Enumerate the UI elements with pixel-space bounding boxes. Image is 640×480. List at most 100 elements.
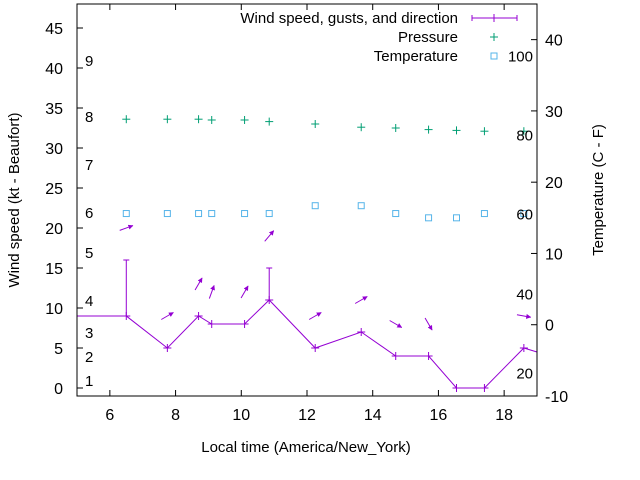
legend-marker: [490, 52, 498, 60]
x-tick-label: 10: [232, 407, 250, 424]
wind-direction-arrow: [308, 312, 322, 320]
y-tick-label: 0: [54, 381, 63, 398]
pressure-point: [194, 115, 203, 124]
temperature-point: [311, 202, 319, 210]
wind-direction-arrow: [264, 230, 275, 242]
fahrenheit-label: 80: [516, 127, 533, 144]
pressure-point: [452, 126, 461, 135]
pressure-point: [163, 115, 172, 124]
y-tick-label: 45: [45, 21, 63, 38]
y-tick-label: 15: [45, 261, 63, 278]
pressure-point: [311, 120, 320, 128]
fahrenheit-label: 20: [516, 365, 533, 382]
wind-direction-arrow: [354, 296, 368, 304]
wind-point: [452, 384, 461, 392]
wind-point: [207, 320, 216, 328]
wind-direction-arrow: [119, 224, 134, 231]
wind-point: [194, 312, 203, 320]
pressure-point: [519, 127, 528, 136]
pressure-point: [424, 125, 433, 134]
y2-tick-label: 30: [545, 104, 563, 121]
plot-frame: [76, 3, 538, 397]
beaufort-labels: 1 2 3 4 5 6 7 8 9: [85, 53, 93, 390]
legend-label: Pressure: [398, 29, 458, 46]
y-tick-label: 40: [45, 61, 63, 78]
axis-ticks: 6 8 10 12 14 16 18051015202530354045-100102030…: [45, 4, 568, 424]
y-axis-label: Wind speed (kt - Beaufort): [6, 112, 23, 287]
pressure-point: [391, 124, 400, 132]
y2-axis-label: Temperature (C - F): [590, 124, 607, 256]
wind-point: [480, 384, 489, 392]
temperature-point: [357, 202, 365, 210]
data-layer: [77, 115, 538, 392]
beaufort-label: 8: [85, 109, 93, 126]
beaufort-label: 3: [85, 325, 93, 342]
temperature-point: [195, 210, 203, 218]
wind-direction-arrow: [194, 277, 203, 291]
pressure-point: [122, 115, 131, 124]
legend-marker: [490, 33, 498, 41]
temperature-point: [265, 210, 273, 218]
beaufort-label: 9: [85, 53, 93, 70]
beaufort-label: 7: [85, 157, 93, 174]
wind-point: [424, 352, 433, 360]
temperature-point: [163, 210, 171, 218]
x-tick-label: 14: [364, 407, 382, 424]
pressure-point: [207, 116, 216, 124]
fahrenheit-label: 100: [508, 48, 533, 65]
y-tick-label: 5: [54, 341, 63, 358]
wind-speed-line: [77, 299, 538, 389]
x-tick-label: 16: [430, 407, 448, 424]
fahrenheit-label: 60: [516, 207, 533, 224]
y-tick-label: 20: [45, 221, 63, 238]
y2-tick-label: 0: [545, 318, 554, 335]
wind-direction-arrow: [516, 313, 532, 319]
wind-point: [311, 344, 320, 352]
y-tick-label: 10: [45, 301, 63, 318]
beaufort-label: 6: [85, 205, 93, 222]
temperature-point: [480, 210, 488, 218]
beaufort-label: 4: [85, 293, 93, 310]
pressure-point: [480, 127, 489, 136]
temperature-point: [241, 210, 249, 218]
pressure-point: [240, 116, 249, 124]
pressure-point: [357, 123, 366, 132]
y-tick-label: 30: [45, 141, 63, 158]
legend-marker: [490, 14, 498, 22]
y-tick-label: 35: [45, 101, 63, 118]
legend-label: Temperature: [374, 48, 458, 65]
x-tick-label: 12: [298, 407, 316, 424]
legend-label: Wind speed, gusts, and direction: [240, 10, 458, 27]
y-tick-label: 25: [45, 181, 63, 198]
fahrenheit-label: 40: [516, 286, 533, 303]
wind-direction-arrow: [240, 285, 249, 299]
temperature-point: [208, 210, 216, 218]
x-tick-label: 6: [105, 407, 114, 424]
x-tick-label: 8: [171, 407, 180, 424]
y2-tick-label: 10: [545, 246, 563, 263]
temperature-point: [453, 214, 460, 222]
x-axis-label: Local time (America/New_York): [201, 439, 411, 456]
wind-direction-arrow: [389, 320, 403, 328]
wind-direction-arrow: [424, 317, 433, 331]
y2-tick-label: 20: [545, 175, 563, 192]
wind-point: [519, 344, 528, 352]
x-tick-label: 18: [495, 407, 513, 424]
wind-point: [240, 320, 249, 328]
temperature-point: [425, 214, 433, 222]
beaufort-label: 5: [85, 245, 93, 262]
wind-point: [391, 352, 400, 360]
wind-point: [357, 328, 366, 336]
beaufort-label: 2: [85, 349, 93, 366]
temperature-point: [122, 210, 130, 218]
wind-point: [163, 344, 172, 352]
wind-direction-arrow: [208, 284, 215, 299]
legend: Wind speed, gusts, and direction Pressure…: [240, 10, 518, 65]
temperature-point: [520, 210, 528, 218]
y2-tick-label: 40: [545, 33, 563, 50]
pressure-point: [265, 117, 274, 126]
y2-tick-label: -10: [545, 389, 568, 406]
temperature-point: [392, 210, 400, 218]
wind-direction-arrow: [161, 312, 174, 320]
